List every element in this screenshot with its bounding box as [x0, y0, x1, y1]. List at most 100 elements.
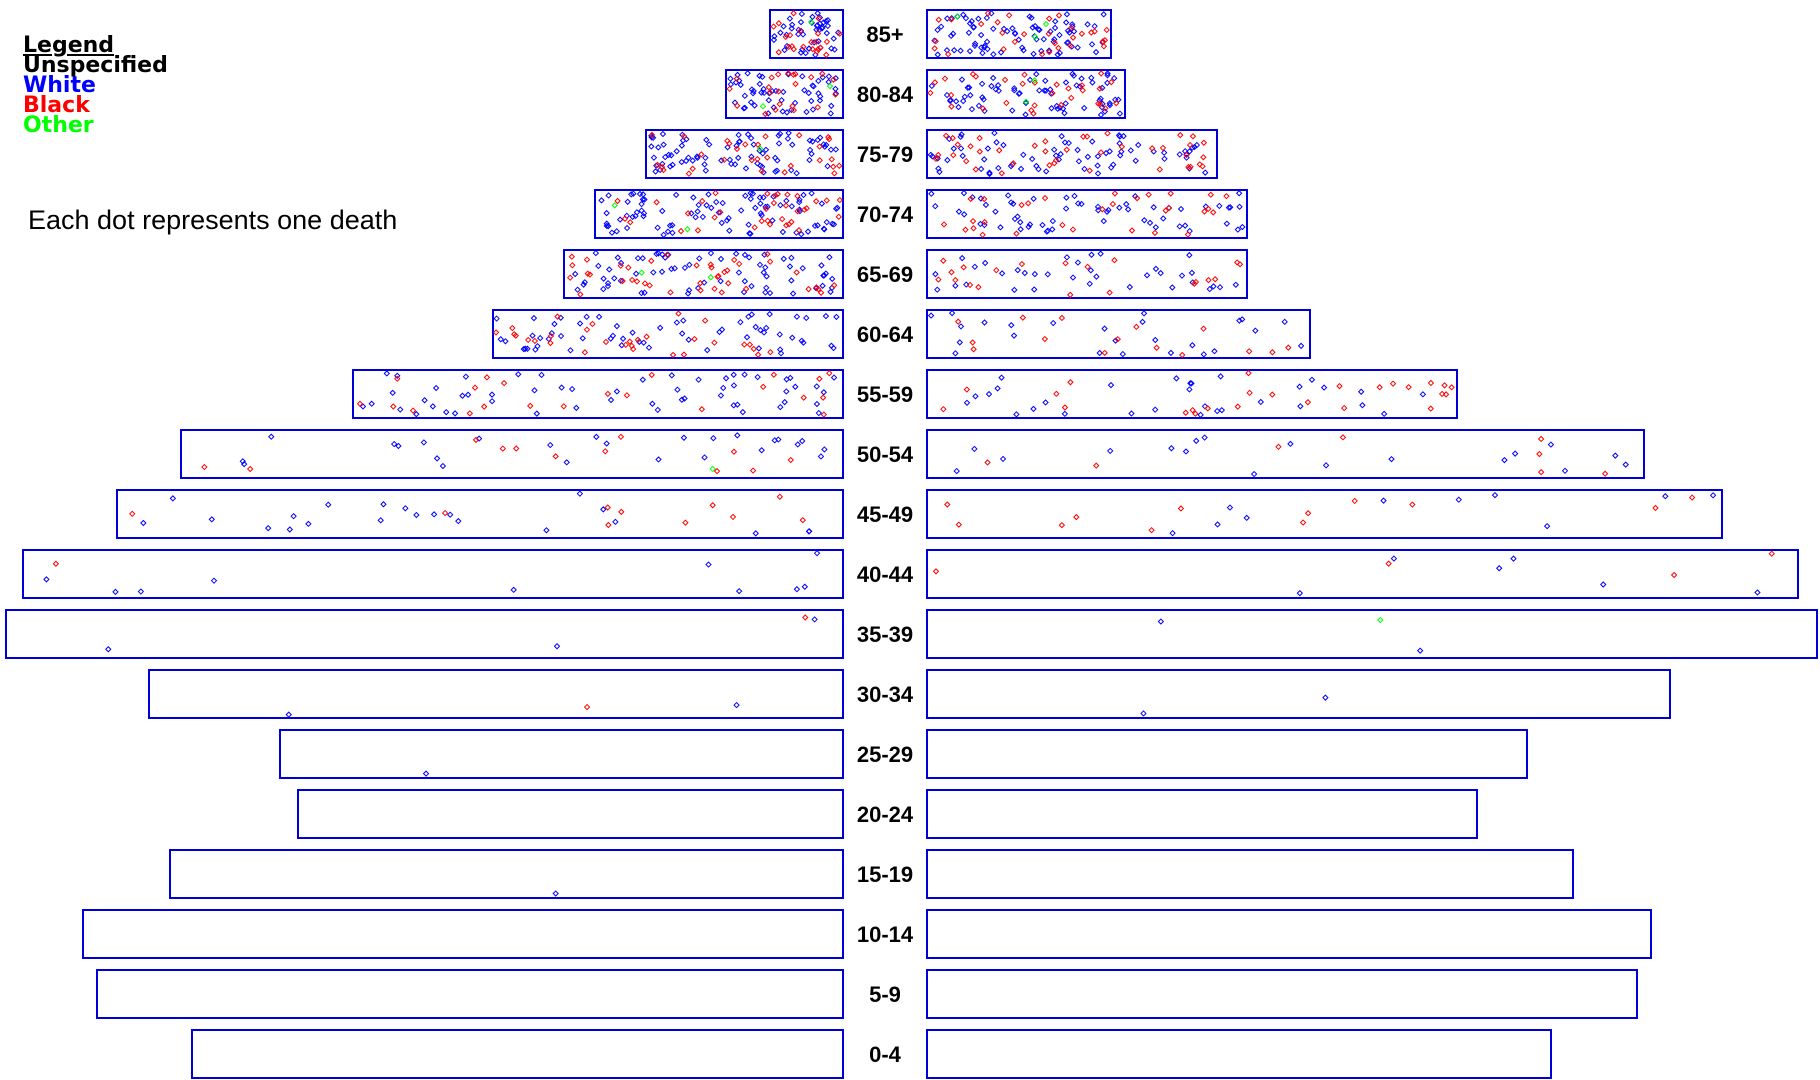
death-dot-black: [602, 338, 610, 346]
death-dot-black: [947, 91, 955, 99]
death-dot-white: [756, 194, 764, 201]
death-dot-white: [828, 102, 835, 110]
death-dot-white: [789, 334, 796, 341]
death-dot-black: [1179, 351, 1186, 359]
death-dot-white: [784, 135, 792, 142]
death-dot-white: [763, 284, 770, 292]
death-dot-black: [800, 394, 807, 401]
death-dot-black: [776, 100, 783, 108]
death-dot-white: [1036, 87, 1043, 94]
death-dot-white: [1051, 18, 1059, 25]
death-dot-black: [1051, 39, 1059, 47]
death-dot-white: [988, 82, 995, 90]
death-dot-white: [402, 505, 409, 512]
death-dot-black: [246, 465, 254, 473]
death-dot-black: [1108, 78, 1115, 86]
bar-left-40-44: [22, 549, 844, 599]
death-dot-white: [668, 372, 676, 379]
death-dot-white: [1709, 492, 1717, 499]
death-dot-white: [822, 270, 830, 277]
death-dot-black: [1189, 133, 1197, 140]
death-dot-white: [1100, 11, 1107, 18]
death-dot-white: [1167, 349, 1175, 357]
death-dot-black: [948, 269, 955, 276]
death-dot-white: [1081, 165, 1088, 173]
death-dot-white: [1097, 111, 1105, 119]
death-dot-white: [682, 157, 690, 165]
death-dot-white: [735, 131, 742, 139]
death-dot-black: [602, 448, 609, 455]
death-dot-black: [1269, 349, 1276, 356]
death-dot-white: [817, 93, 824, 100]
death-dot-white: [722, 375, 730, 382]
death-dot-white: [1235, 190, 1243, 197]
death-dot-white: [810, 83, 817, 90]
death-dot-white: [377, 517, 384, 524]
death-dot-black: [1128, 227, 1136, 234]
death-dot-black: [680, 132, 688, 140]
death-dot-white: [628, 191, 635, 198]
death-dot-white: [958, 254, 966, 262]
death-dot-white: [633, 209, 641, 216]
death-dot-white: [656, 166, 664, 174]
death-dot-white: [1239, 223, 1246, 231]
death-dot-black: [1183, 151, 1190, 159]
death-dot-white: [1010, 200, 1017, 207]
death-dot-white: [1057, 150, 1064, 158]
death-dot-white: [672, 191, 680, 199]
death-dot-black: [751, 224, 758, 231]
death-dot-white: [684, 290, 692, 297]
death-dot-white: [760, 269, 767, 276]
death-dot-black: [1405, 383, 1412, 391]
death-dot-white: [769, 217, 776, 224]
death-dot-white: [529, 332, 536, 339]
death-dot-white: [515, 371, 522, 378]
death-dot-white: [812, 51, 819, 59]
death-dot-white: [950, 47, 958, 54]
death-dot-white: [696, 255, 703, 262]
death-dot-white: [1097, 250, 1104, 257]
death-dot-black: [699, 197, 706, 205]
death-dot-white: [793, 229, 800, 236]
death-dot-white: [992, 208, 999, 215]
death-dot-white: [781, 46, 788, 54]
death-dot-white: [820, 389, 828, 396]
death-dot-white: [1197, 411, 1204, 419]
death-dot-white: [830, 35, 837, 42]
bar-right-60-64: [926, 309, 1311, 359]
death-dot-white: [758, 447, 765, 454]
death-dot-black: [654, 161, 661, 169]
bar-left-60-64: [492, 309, 844, 359]
death-dot-other: [953, 13, 961, 20]
death-dot-white: [726, 227, 733, 234]
death-dot-white: [1388, 455, 1395, 463]
death-dot-white: [833, 313, 840, 321]
death-dot-white: [608, 229, 616, 236]
death-dot-black: [1055, 12, 1063, 19]
death-dot-black: [931, 79, 939, 86]
death-dot-black: [1055, 44, 1062, 52]
death-dot-white: [1188, 269, 1196, 277]
death-dot-white: [1141, 217, 1148, 224]
death-dot-white: [971, 445, 978, 453]
death-dot-white: [443, 408, 450, 416]
death-dot-black: [813, 48, 821, 55]
death-dot-white: [1010, 85, 1018, 92]
death-dot-black: [1042, 138, 1049, 145]
death-dot-black: [981, 218, 988, 226]
death-dot-white: [1287, 440, 1294, 448]
death-dot-white: [603, 209, 610, 217]
death-dot-black: [1148, 145, 1156, 152]
death-dot-white: [1359, 402, 1366, 409]
death-dot-black: [794, 192, 801, 200]
death-dot-white: [1028, 155, 1036, 163]
death-dot-black: [999, 29, 1006, 37]
age-label-60-64: 60-64: [857, 322, 914, 347]
death-dot-black: [1210, 209, 1217, 216]
death-dot-white: [732, 79, 740, 86]
death-dot-other: [807, 18, 815, 26]
death-dot-black: [1234, 403, 1241, 410]
death-dot-white: [765, 97, 773, 104]
death-dot-white: [792, 383, 799, 390]
death-dot-white: [969, 194, 976, 201]
